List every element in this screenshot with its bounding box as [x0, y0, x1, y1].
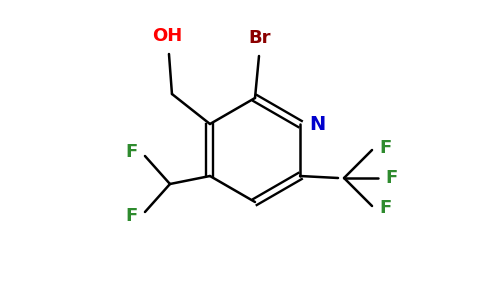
Text: N: N: [309, 115, 325, 134]
Text: F: F: [385, 169, 397, 187]
Text: F: F: [126, 207, 138, 225]
Text: Br: Br: [249, 29, 271, 47]
Text: F: F: [126, 143, 138, 161]
Text: OH: OH: [152, 27, 182, 45]
Text: F: F: [379, 139, 391, 157]
Text: F: F: [379, 199, 391, 217]
